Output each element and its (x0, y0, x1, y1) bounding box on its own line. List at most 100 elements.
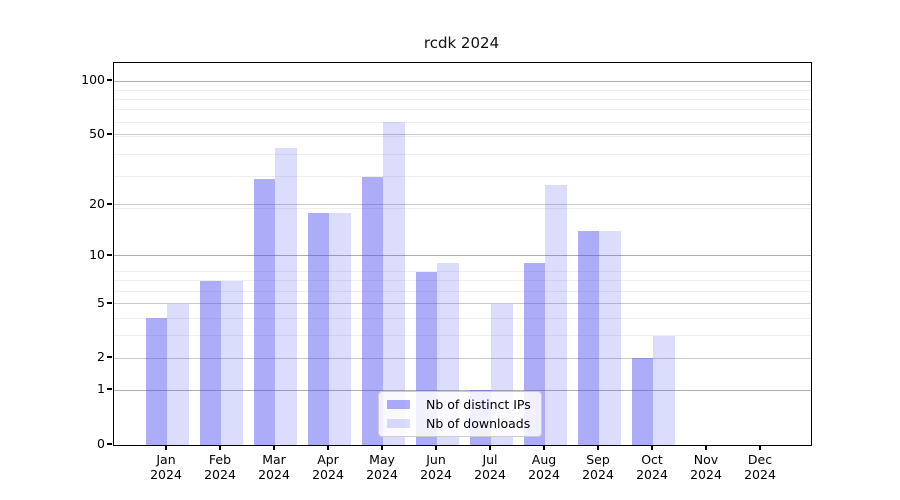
bar-downloads-apr (329, 212, 351, 445)
x-tick-label-sep: Sep 2024 (571, 452, 625, 482)
month-label: Aug (531, 452, 557, 467)
x-tick-label-aug: Aug 2024 (517, 452, 571, 482)
month-label: Oct (641, 452, 663, 467)
major-gridline (114, 303, 811, 305)
legend-entry: Nb of distinct IPs (387, 397, 533, 412)
year-label: 2024 (204, 467, 236, 482)
minor-gridline (114, 98, 811, 100)
x-tick-label-oct: Oct 2024 (625, 452, 679, 482)
legend-label: Nb of downloads (426, 415, 531, 431)
major-gridline (114, 80, 811, 82)
minor-gridline (114, 280, 811, 282)
x-tick-label-may: May 2024 (355, 452, 409, 482)
y-tick-mark (107, 388, 112, 391)
x-tick-label-feb: Feb 2024 (193, 452, 247, 482)
bar-downloads-feb (221, 281, 243, 445)
y-tick-label: 50 (89, 125, 105, 141)
bar-distinct-ips-may (361, 176, 383, 445)
month-label: Jul (482, 452, 498, 467)
bar-distinct-ips-sep (577, 231, 599, 445)
minor-gridline (114, 176, 811, 178)
minor-gridline (114, 89, 811, 91)
y-tick-mark (107, 79, 112, 81)
bar-distinct-ips-feb (199, 281, 221, 445)
x-tick-label-jun: Jun 2024 (409, 452, 463, 482)
year-label: 2024 (474, 467, 506, 482)
minor-gridline (114, 291, 811, 293)
x-tick-mark (705, 445, 707, 450)
minor-gridline (114, 317, 811, 319)
y-tick-label: 10 (89, 246, 105, 262)
legend-label: Nb of distinct IPs (426, 397, 531, 413)
y-tick-mark (107, 132, 112, 135)
bar-distinct-ips-apr (307, 212, 329, 445)
year-label: 2024 (420, 467, 452, 482)
y-tick-mark (107, 253, 112, 256)
minor-gridline (114, 153, 811, 155)
bar-downloads-sep (599, 231, 621, 445)
legend: Nb of distinct IPs Nb of downloads (378, 391, 542, 437)
y-tick-mark (107, 356, 112, 359)
x-tick-mark (219, 445, 221, 450)
x-tick-mark (273, 445, 275, 450)
x-tick-label-jul: Jul 2024 (463, 452, 517, 482)
month-label: Mar (262, 452, 286, 467)
y-tick-label: 0 (97, 436, 105, 451)
x-tick-mark (543, 445, 545, 450)
x-tick-mark (435, 445, 437, 450)
month-label: May (369, 452, 395, 467)
x-tick-label-dec: Dec 2024 (733, 452, 787, 482)
legend-entry: Nb of downloads (387, 416, 533, 431)
year-label: 2024 (366, 467, 398, 482)
major-gridline (114, 204, 811, 206)
bar-downloads-mar (275, 148, 297, 445)
bar-downloads-oct (653, 335, 675, 445)
minor-gridline (114, 121, 811, 123)
year-label: 2024 (258, 467, 290, 482)
chart-title: rcdk 2024 (423, 34, 500, 52)
minor-gridline (114, 208, 811, 210)
minor-gridline (114, 271, 811, 273)
month-label: Nov (693, 452, 719, 467)
month-label: Jun (426, 452, 446, 467)
year-label: 2024 (150, 467, 182, 482)
y-tick-mark (107, 202, 112, 205)
minor-gridline (114, 335, 811, 337)
minor-gridline (114, 135, 811, 137)
month-label: Dec (747, 452, 773, 467)
x-tick-mark (759, 445, 761, 450)
bar-downloads-may (383, 122, 405, 445)
x-tick-mark (381, 445, 383, 450)
x-tick-label-apr: Apr 2024 (301, 452, 355, 482)
x-tick-mark (165, 445, 167, 450)
plot-area (113, 62, 812, 446)
y-tick-label: 5 (97, 294, 105, 310)
x-tick-mark (597, 445, 599, 450)
x-tick-label-nov: Nov 2024 (679, 452, 733, 482)
minor-gridline (114, 109, 811, 111)
major-gridline (114, 255, 811, 257)
y-tick-label: 20 (89, 195, 105, 211)
year-label: 2024 (312, 467, 344, 482)
x-tick-label-mar: Mar 2024 (247, 452, 301, 482)
year-label: 2024 (582, 467, 614, 482)
bar-downloads-jan (167, 303, 189, 445)
month-label: Jan (156, 452, 176, 467)
month-label: Sep (586, 452, 610, 467)
major-gridline (114, 134, 811, 136)
month-label: Apr (317, 452, 339, 467)
x-tick-label-jan: Jan 2024 (139, 452, 193, 482)
bar-downloads-aug (545, 185, 567, 445)
year-label: 2024 (744, 467, 776, 482)
y-tick-mark (107, 443, 112, 445)
y-tick-label: 2 (97, 349, 105, 365)
x-tick-mark (327, 445, 329, 450)
legend-swatch-downloads (387, 418, 410, 428)
year-label: 2024 (528, 467, 560, 482)
y-tick-mark (107, 301, 112, 304)
y-tick-label: 100 (81, 72, 105, 87)
bar-distinct-ips-jan (145, 318, 167, 445)
x-tick-mark (651, 445, 653, 450)
x-tick-mark (489, 445, 491, 450)
